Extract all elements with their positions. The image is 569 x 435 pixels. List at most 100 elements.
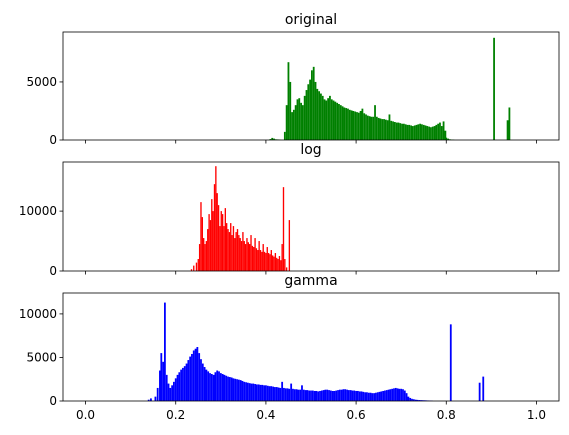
histogram-bar xyxy=(167,383,170,401)
histogram-bar xyxy=(156,387,159,401)
histogram-bar xyxy=(325,100,328,140)
x-tick-label: 0.4 xyxy=(256,408,275,422)
histogram-bar xyxy=(318,91,321,140)
histogram-bar xyxy=(322,390,325,401)
histogram-bar xyxy=(246,238,248,271)
histogram-bar xyxy=(368,116,371,140)
histogram-bar xyxy=(216,193,218,271)
histogram-bar xyxy=(295,389,298,401)
histogram-bar xyxy=(250,235,252,271)
histogram-bar xyxy=(261,251,263,271)
histogram-bar xyxy=(218,371,220,401)
y-tick-label: 5000 xyxy=(26,75,57,89)
histogram-bar xyxy=(201,363,204,401)
histogram-bar xyxy=(257,250,259,271)
histogram-bar xyxy=(378,391,381,401)
y-tick-label: 10000 xyxy=(19,204,57,218)
histogram-bar xyxy=(284,388,287,401)
histogram-bar xyxy=(259,250,262,271)
y-tick-label: 10000 xyxy=(19,307,57,321)
histogram-bar xyxy=(340,389,343,401)
histogram-bar xyxy=(407,396,410,401)
histogram-bar xyxy=(342,389,345,401)
histogram-bar xyxy=(478,382,481,401)
histogram-bar xyxy=(223,374,226,401)
histogram-bar xyxy=(239,238,241,271)
histogram-bar xyxy=(273,138,275,140)
histogram-bar xyxy=(316,88,319,140)
histogram-bar xyxy=(356,112,358,140)
histogram-bar xyxy=(364,392,367,401)
histogram-bar xyxy=(217,205,220,271)
histogram-bar xyxy=(249,244,251,271)
histogram-bar xyxy=(390,120,393,140)
histogram-bar xyxy=(355,390,357,401)
histogram-bar xyxy=(201,217,203,271)
histogram-bar xyxy=(395,122,398,140)
histogram-bar xyxy=(334,101,337,140)
histogram-bar xyxy=(159,370,161,401)
histogram-bar xyxy=(442,121,445,140)
histogram-bar xyxy=(365,114,367,140)
histogram-bar xyxy=(302,389,305,401)
histogram-bar xyxy=(203,238,205,271)
histogram-bar xyxy=(194,348,197,401)
histogram-bar xyxy=(193,265,195,271)
histogram-bar xyxy=(292,388,294,401)
histogram-bar xyxy=(235,232,237,271)
histogram-bar xyxy=(210,374,213,401)
histogram-bar xyxy=(269,254,271,271)
histogram-bar xyxy=(418,400,421,401)
histogram-bar xyxy=(419,123,422,140)
histogram-bar xyxy=(386,120,389,140)
histogram-bar xyxy=(270,386,273,401)
panel-title: log xyxy=(300,142,321,158)
histogram-bar xyxy=(320,93,322,140)
histogram-bar xyxy=(266,385,269,401)
histogram-bar xyxy=(375,116,378,140)
histogram-bar xyxy=(301,385,303,401)
histogram-bar xyxy=(162,361,164,401)
histogram-bar xyxy=(271,137,274,140)
histogram-bar xyxy=(353,390,356,401)
histogram-bar xyxy=(319,390,321,401)
histogram-bar xyxy=(309,79,311,140)
histogram-bar xyxy=(287,62,290,140)
histogram-bar xyxy=(189,356,192,401)
histogram-bar xyxy=(274,253,277,271)
histogram-bar xyxy=(178,372,181,401)
histogram-bar xyxy=(281,381,284,401)
histogram-bar xyxy=(349,390,352,401)
histogram-bar xyxy=(268,386,271,401)
histogram-bar xyxy=(347,390,350,401)
histogram-bar xyxy=(303,95,306,140)
histogram-bar xyxy=(262,244,264,271)
histogram-bar xyxy=(216,370,219,401)
histogram-bar xyxy=(289,81,292,140)
histogram-bar xyxy=(183,366,186,401)
histogram-bar xyxy=(326,389,329,401)
histogram-bar xyxy=(269,139,272,140)
histogram-bar xyxy=(293,389,296,401)
histogram-bar xyxy=(439,122,441,140)
histogram-bar xyxy=(412,399,415,401)
histogram-bar xyxy=(377,117,380,140)
histogram-bar xyxy=(236,229,239,271)
histogram-bar xyxy=(381,119,384,140)
histogram-bar xyxy=(227,229,229,271)
histogram-bar xyxy=(330,99,333,140)
histogram-bar xyxy=(169,387,172,401)
histogram-bar xyxy=(372,116,375,140)
histogram-bar xyxy=(253,247,255,271)
histogram-bar xyxy=(267,253,270,271)
histogram-bar xyxy=(402,389,404,401)
histogram-bar xyxy=(185,363,188,401)
histogram-bar xyxy=(147,399,150,401)
histogram-bar xyxy=(388,114,391,140)
histogram-bar xyxy=(273,256,275,271)
histogram-bar xyxy=(417,124,420,140)
histogram-bar xyxy=(261,384,264,401)
histogram-bar xyxy=(413,125,416,140)
histogram-bar xyxy=(244,244,247,271)
histogram-bar xyxy=(207,371,210,401)
